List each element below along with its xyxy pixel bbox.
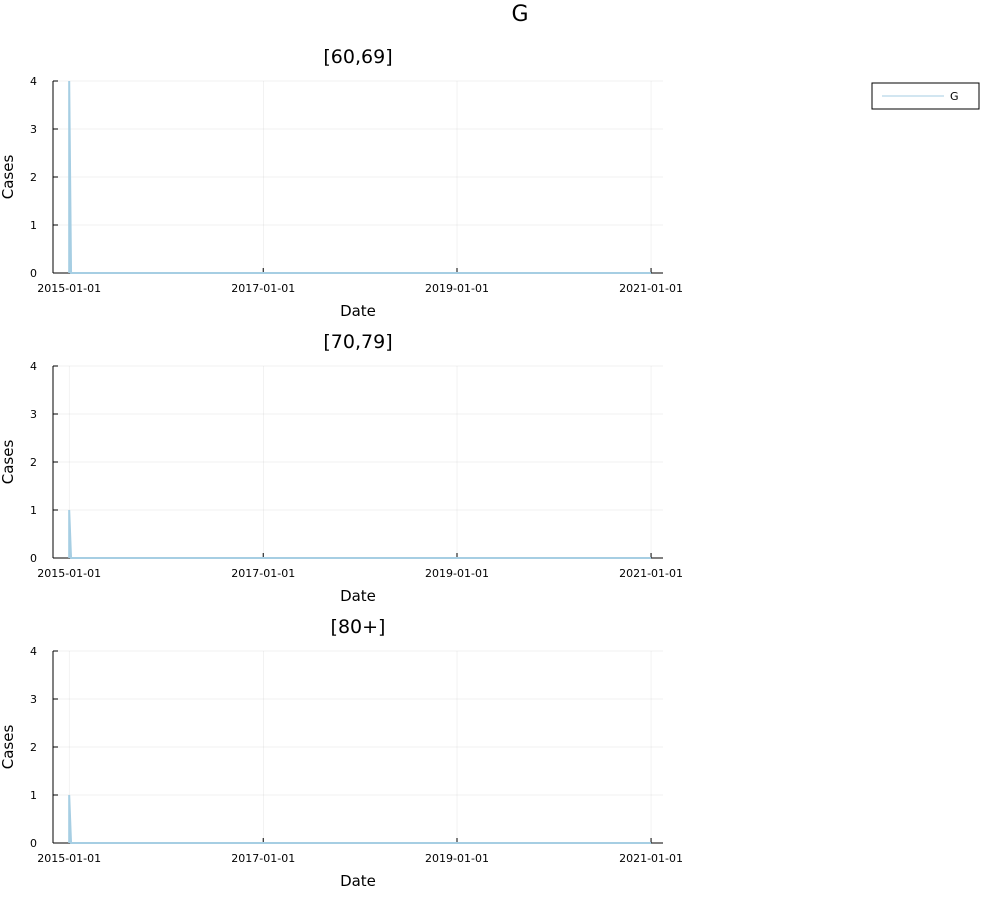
x-tick-label: 2021-01-01 [619, 567, 683, 580]
x-tick-label: 2019-01-01 [425, 567, 489, 580]
x-axis-label: Date [340, 302, 376, 320]
x-tick-label: 2017-01-01 [231, 852, 295, 865]
x-tick-label: 2021-01-01 [619, 282, 683, 295]
x-tick-label: 2015-01-01 [37, 567, 101, 580]
x-tick-label: 2021-01-01 [619, 852, 683, 865]
subplot-2: 0 1 2 3 4 2015-01-01 2017-01-01 2019-01-01 2021-… [0, 331, 683, 605]
y-tick-label: 2 [30, 171, 37, 184]
figure-title: G [511, 2, 528, 27]
series-line-g [68, 509, 652, 559]
y-tick-label: 4 [30, 360, 37, 373]
y-tick-label: 4 [30, 75, 37, 88]
y-axis-label: Cases [0, 155, 17, 200]
x-tick-label: 2019-01-01 [425, 282, 489, 295]
subplot-title: [80+] [331, 616, 386, 638]
y-tick-label: 1 [30, 789, 37, 802]
y-tick-label: 0 [30, 267, 37, 280]
y-tick-label: 3 [30, 693, 37, 706]
subplot-3: 0 1 2 3 4 2015-01-01 2017-01-01 2019-01-01 2021-… [0, 616, 683, 890]
y-tick-label: 3 [30, 408, 37, 421]
y-tick-label: 0 [30, 552, 37, 565]
y-tick-label: 2 [30, 741, 37, 754]
subplots: 0 1 2 3 4 2015-01-01 2017-01-01 2019-01-01 2021-… [0, 46, 683, 890]
y-tick-label: 0 [30, 837, 37, 850]
y-tick-label: 1 [30, 504, 37, 517]
y-axis-label: Cases [0, 440, 17, 485]
y-tick-label: 2 [30, 456, 37, 469]
y-tick-label: 1 [30, 219, 37, 232]
subplot-1: 0 1 2 3 4 2015-01-01 2017-01-01 2019-01-01 2021-… [0, 46, 683, 320]
y-tick-label: 4 [30, 645, 37, 658]
x-tick-label: 2017-01-01 [231, 282, 295, 295]
x-tick-label: 2017-01-01 [231, 567, 295, 580]
series-line-g [68, 794, 652, 844]
x-tick-label: 2015-01-01 [37, 282, 101, 295]
subplot-title: [60,69] [323, 46, 392, 68]
subplot-title: [70,79] [323, 331, 392, 353]
y-tick-label: 3 [30, 123, 37, 136]
legend: G [871, 82, 980, 110]
x-tick-label: 2015-01-01 [37, 852, 101, 865]
series-line-g [68, 80, 652, 274]
x-tick-label: 2019-01-01 [425, 852, 489, 865]
y-axis-label: Cases [0, 725, 17, 770]
x-axis-label: Date [340, 587, 376, 605]
legend-label-g: G [950, 90, 959, 103]
x-axis-label: Date [340, 872, 376, 890]
